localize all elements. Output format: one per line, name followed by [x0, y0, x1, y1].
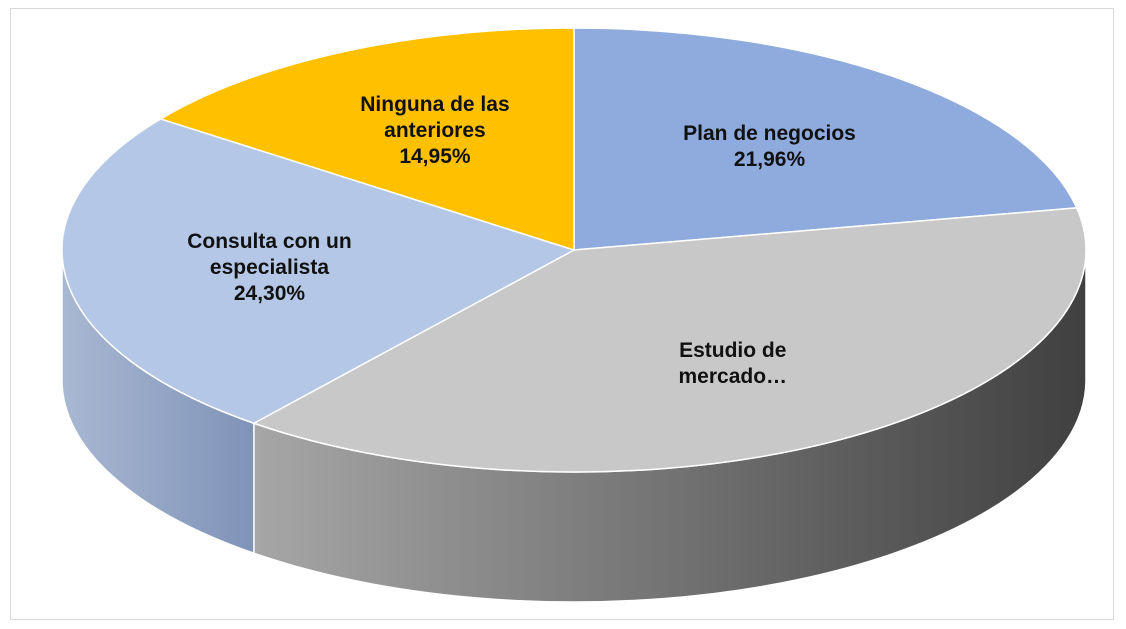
value-label: 24,30% — [233, 281, 306, 305]
data-label: Consulta con un especialista 24,30% — [149, 229, 389, 307]
slice — [573, 27, 1078, 251]
slice — [61, 118, 576, 425]
category-label: Estudio de mercado… — [678, 339, 788, 389]
data-label: Plan de negocios 21,96% — [650, 121, 890, 173]
slice — [252, 207, 1087, 473]
slice — [158, 27, 575, 252]
category-label: Consulta con un especialista — [187, 229, 352, 279]
category-label: Plan de negocios — [683, 122, 856, 146]
chart-frame — [10, 8, 1114, 620]
data-label: Estudio de mercado… — [613, 338, 853, 390]
value-label: 21,96% — [733, 148, 806, 172]
category-label: Ninguna de las anteriores — [360, 93, 510, 143]
value-label: 14,95% — [399, 145, 471, 169]
data-label: Ninguna de las anteriores 14,95% — [315, 92, 555, 170]
